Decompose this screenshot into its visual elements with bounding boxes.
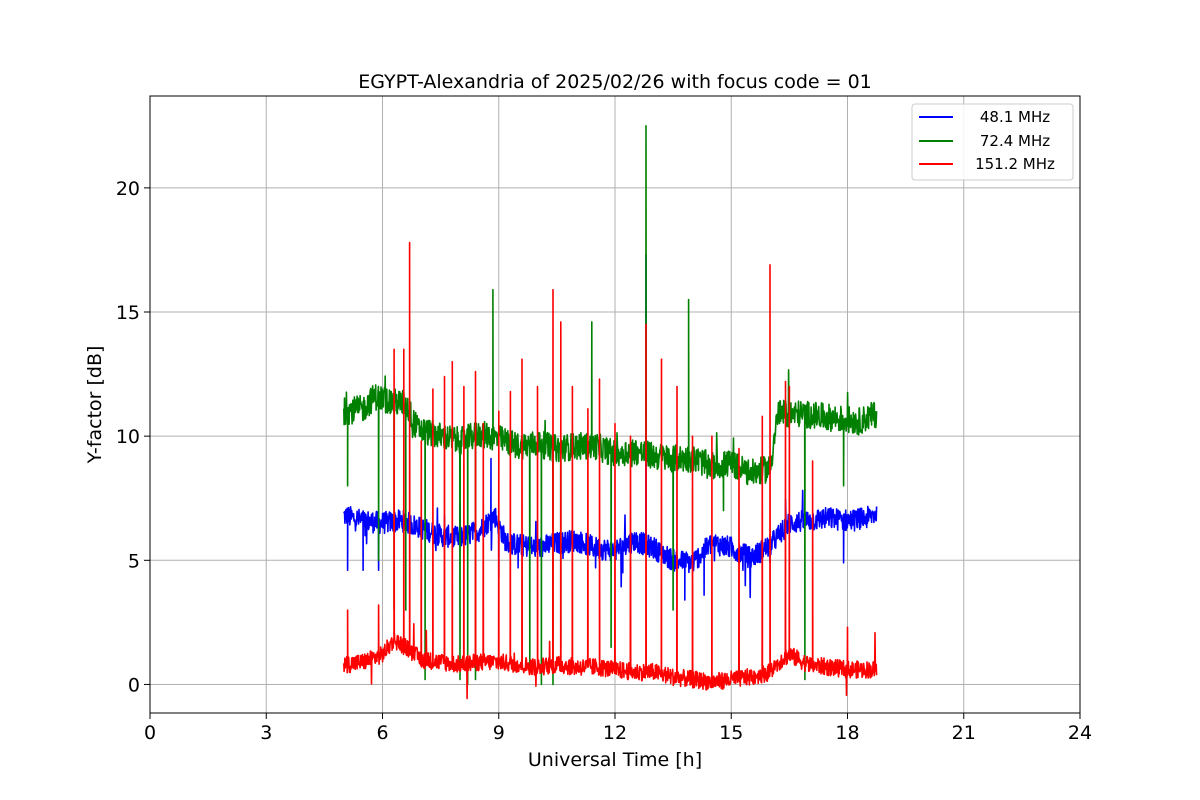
x-axis-label: Universal Time [h] [528,749,702,771]
series-line-2 [343,241,878,700]
x-tick-label: 0 [144,722,156,744]
y-tick-label: 15 [116,302,140,324]
y-tick-label: 0 [128,674,140,696]
legend-label-72mhz: 72.4 MHz [980,132,1050,150]
legend-box [911,103,1074,181]
chart-title: EGYPT-Alexandria of 2025/02/26 with focu… [358,71,872,93]
x-tick-label: 6 [376,722,388,744]
x-tick-label: 15 [719,722,743,744]
y-tick-label: 20 [116,178,140,200]
x-tick-label: 18 [835,722,859,744]
ticks: 0 3 6 9 12 15 18 21 24 0 5 10 15 20 [116,178,1092,744]
plot-series [343,125,878,700]
legend-label-151mhz: 151.2 MHz [975,155,1055,173]
x-tick-label: 21 [952,722,976,744]
x-tick-label: 12 [603,722,627,744]
x-tick-label: 9 [493,722,505,744]
y-tick-label: 5 [128,550,140,572]
legend: 48.1 MHz 72.4 MHz 151.2 MHz [911,103,1074,181]
x-tick-label: 24 [1068,722,1092,744]
y-tick-label: 10 [116,426,140,448]
x-tick-label: 3 [260,722,272,744]
y-axis-label: Y-factor [dB] [84,346,106,465]
legend-label-48mhz: 48.1 MHz [980,108,1050,126]
